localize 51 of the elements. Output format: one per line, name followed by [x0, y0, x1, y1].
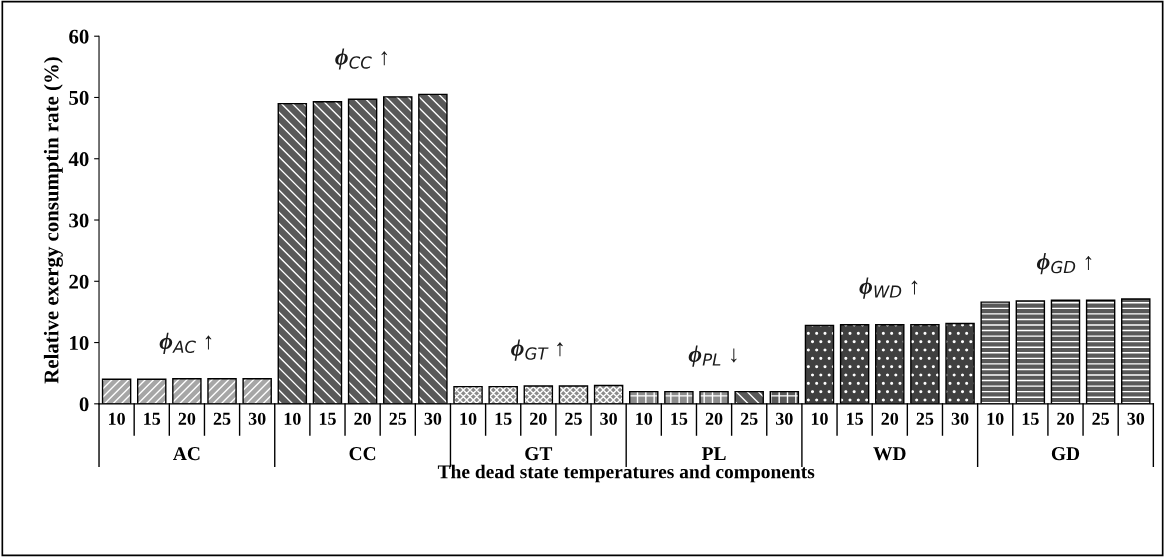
x-tick-label: 15	[495, 412, 512, 425]
y-tick-label: 10	[70, 335, 89, 350]
x-tick-label: 25	[213, 412, 231, 425]
x-tick-label: 20	[354, 412, 371, 425]
x-tick-label: 25	[916, 412, 934, 425]
y-tick-label: 60	[69, 29, 89, 44]
x-tick-label: 15	[319, 412, 336, 425]
x-tick-label: 10	[811, 412, 828, 425]
x-tick-label: 10	[109, 412, 125, 425]
x-tick-label: 30	[1127, 412, 1145, 425]
y-tick-label: 30	[69, 213, 89, 228]
x-tick-label: 20	[881, 412, 899, 425]
annotation: ϕ$_{WD}$ ↑	[859, 277, 918, 299]
x-tick-label: 25	[740, 412, 758, 425]
text: PL	[701, 447, 726, 460]
x-tick-label: 15	[671, 412, 688, 425]
x-tick-label: 20	[530, 412, 547, 425]
text: WD	[873, 447, 906, 461]
annotation: ϕ$_{PL}$ ↓	[688, 345, 737, 367]
x-tick-label: 15	[1022, 412, 1039, 425]
y-tick-label: 40	[68, 152, 89, 167]
x-tick-label: 20	[178, 412, 196, 425]
annotation: ϕ$_{GT}$ ↑	[511, 339, 563, 361]
x-tick-label: 15	[144, 412, 161, 425]
text: GD	[1051, 447, 1080, 461]
text: CC	[349, 447, 376, 461]
x-tick-label: 10	[987, 412, 1004, 425]
y-tick-label: 50	[69, 90, 89, 105]
x-tick-label: 10	[636, 412, 653, 425]
annotation: ϕ$_{GD}$ ↑	[1036, 253, 1092, 275]
x-tick-label: 25	[389, 412, 407, 425]
annotation: ϕ$_{CC}$ ↑	[335, 48, 388, 70]
x-tick-label: 30	[775, 412, 793, 425]
x-tick-label: 30	[248, 412, 266, 425]
x-tick-label: 10	[284, 412, 301, 425]
x-tick-label: 25	[1092, 412, 1109, 425]
text: AC	[173, 447, 200, 461]
y-axis-title: Relative exergy consumptin rate (%)	[43, 57, 63, 384]
annotation: ϕ$_{AC}$ ↑	[159, 332, 212, 354]
x-tick-label: 20	[1057, 412, 1074, 425]
x-tick-label: 30	[951, 412, 969, 425]
y-tick-label: 0	[79, 397, 89, 412]
x-tick-label: 15	[847, 412, 863, 425]
text: GT	[525, 447, 553, 461]
x-tick-label: 30	[424, 412, 442, 425]
x-tick-label: 20	[705, 412, 723, 425]
x-tick-label: 25	[565, 412, 582, 425]
x-tick-label: 30	[600, 412, 617, 425]
x-axis-title: The dead state temperatures and components	[437, 464, 815, 483]
y-tick-label: 20	[69, 274, 89, 289]
x-tick-label: 10	[460, 412, 477, 425]
